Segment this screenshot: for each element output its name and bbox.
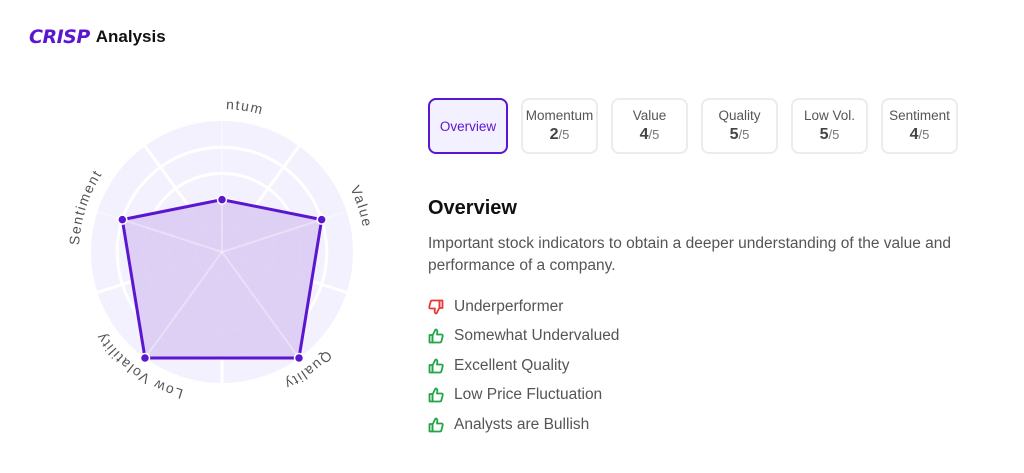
indicator-item: Somewhat Undervalued <box>428 322 619 352</box>
thumbs-down-icon <box>428 299 444 315</box>
radar-point <box>139 352 151 364</box>
tab-overview[interactable]: Overview <box>428 98 508 154</box>
axis-label: Value <box>347 183 375 229</box>
tab-score: 4 <box>639 126 649 143</box>
radar-point <box>216 194 228 205</box>
tab-value[interactable]: Value 4/5 <box>611 98 688 154</box>
tab-label: Sentiment <box>889 108 950 123</box>
indicator-list: Underperformer Somewhat Undervalued Excell… <box>428 292 619 440</box>
tab-label: Quality <box>718 108 761 123</box>
indicator-text: Analysts are Bullish <box>454 415 590 433</box>
axis-label-text: Momentum <box>0 60 264 118</box>
radar-axis <box>221 251 300 359</box>
axis-label: Momentum <box>0 60 266 118</box>
indicator-text: Excellent Quality <box>454 356 570 374</box>
radar-point <box>117 214 128 225</box>
indicator-item: Low Price Fluctuation <box>428 381 619 411</box>
tab-label: Momentum <box>525 108 594 123</box>
tab-low-vol[interactable]: Low Vol. 5/5 <box>791 98 868 154</box>
thumbs-up-icon <box>428 387 444 403</box>
thumbs-up-icon <box>428 358 444 374</box>
indicator-item: Excellent Quality <box>428 351 619 381</box>
indicator-text: Somewhat Undervalued <box>454 327 620 345</box>
tab-momentum[interactable]: Momentum 2/5 <box>521 98 598 154</box>
brand-header: CRISP Analysis <box>29 26 166 48</box>
tab-score-max: /5 <box>738 127 750 142</box>
tab-score-max: /5 <box>828 127 840 142</box>
tab-label: Overview <box>439 118 497 134</box>
indicator-item: Underperformer <box>428 292 619 322</box>
radar-point <box>293 352 305 364</box>
axis-label-text: Value <box>347 183 374 229</box>
thumbs-up-icon <box>428 328 444 344</box>
radar-area <box>120 198 324 360</box>
section-heading: Overview <box>428 197 517 219</box>
crisp-logo: CRISP <box>29 26 90 48</box>
tab-score: 5 <box>819 126 829 143</box>
tab-label: Low Vol. <box>803 108 856 123</box>
brand-title: Analysis <box>95 27 166 46</box>
tab-score: 4 <box>909 126 919 143</box>
tab-quality[interactable]: Quality 5/5 <box>701 98 778 154</box>
tab-sentiment[interactable]: Sentiment 4/5 <box>881 98 958 154</box>
tab-score-max: /5 <box>648 127 660 142</box>
indicator-text: Low Price Fluctuation <box>454 386 603 404</box>
tab-score: 2 <box>549 126 559 143</box>
radar-axis <box>144 251 223 359</box>
tab-score-max: /5 <box>558 127 570 142</box>
tab-label: Value <box>632 108 667 123</box>
section-description: Important stock indicators to obtain a d… <box>428 235 952 274</box>
score-tabs: Overview Momentum 2/5 Value 4/5 Quality 5/5… <box>428 98 958 154</box>
indicator-text: Underperformer <box>454 297 564 315</box>
radar-chart: MomentumValueQualityLow VolatilitySentim… <box>0 60 375 402</box>
tab-score-max: /5 <box>918 127 930 142</box>
tab-score: 5 <box>729 126 739 143</box>
radar-point <box>316 214 327 225</box>
thumbs-up-icon <box>428 417 444 433</box>
indicator-item: Analysts are Bullish <box>428 410 619 440</box>
